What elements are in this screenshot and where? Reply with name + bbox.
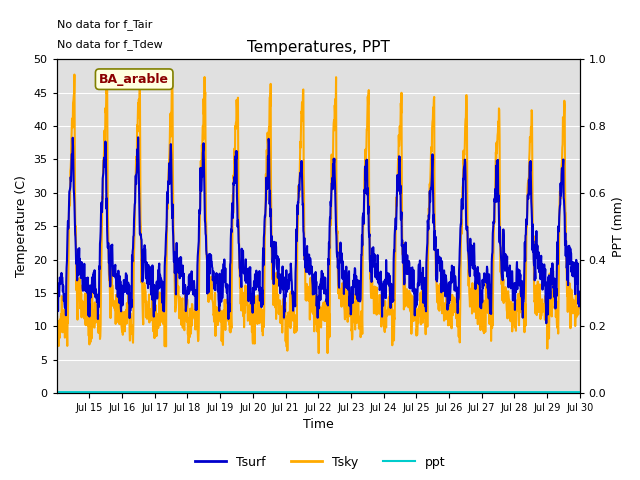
- Title: Temperatures, PPT: Temperatures, PPT: [247, 40, 390, 55]
- Text: BA_arable: BA_arable: [99, 72, 169, 86]
- X-axis label: Time: Time: [303, 419, 333, 432]
- Legend: Tsurf, Tsky, ppt: Tsurf, Tsky, ppt: [190, 451, 450, 474]
- Y-axis label: PPT (mm): PPT (mm): [612, 196, 625, 257]
- Text: No data for f_Tdew: No data for f_Tdew: [57, 39, 163, 50]
- Y-axis label: Temperature (C): Temperature (C): [15, 175, 28, 277]
- Text: No data for f_Tair: No data for f_Tair: [57, 19, 152, 30]
